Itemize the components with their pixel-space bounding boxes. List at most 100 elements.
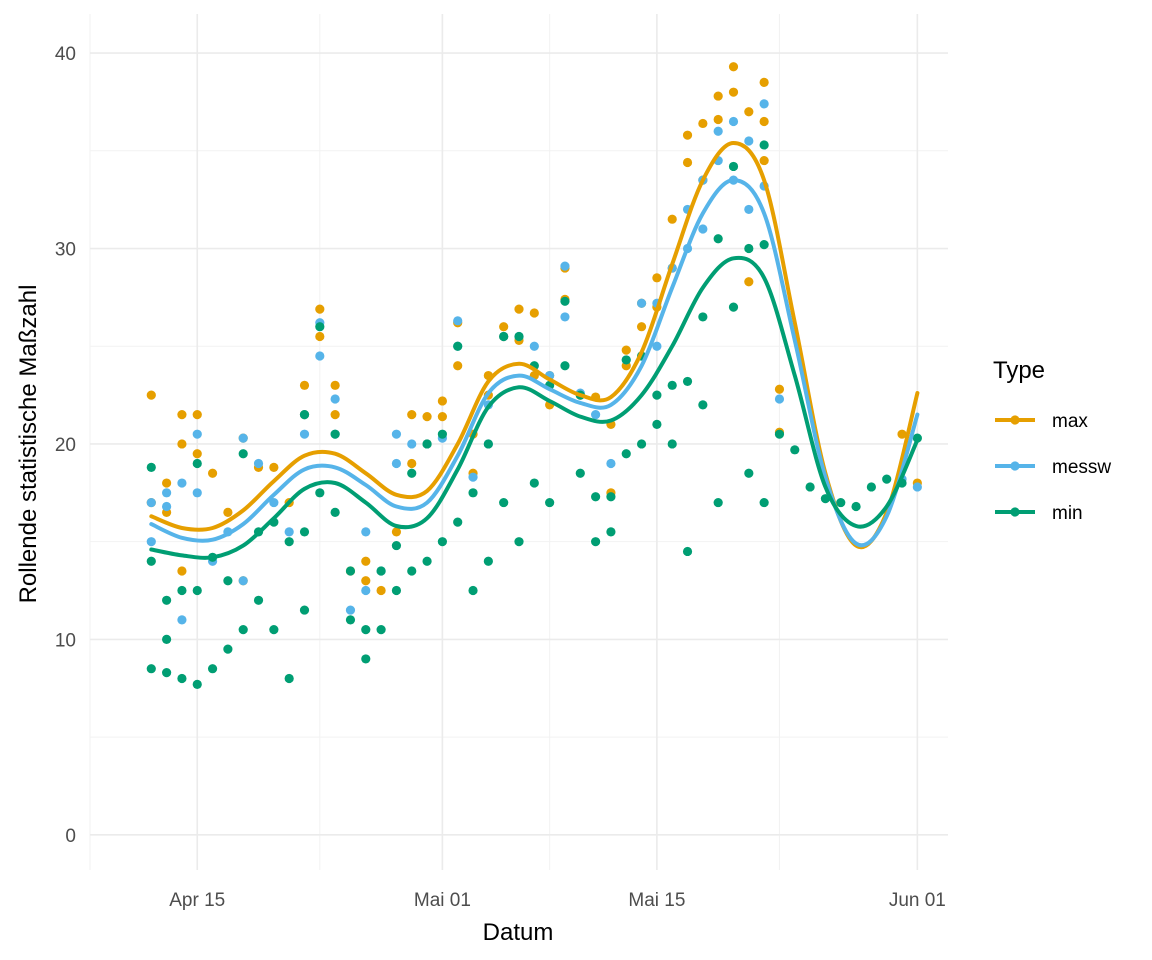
point-min: [238, 449, 248, 459]
point-messw: [529, 341, 539, 351]
point-min: [514, 537, 524, 547]
point-min: [866, 482, 876, 492]
point-messw: [192, 488, 202, 498]
point-max: [299, 380, 310, 390]
point-messw: [407, 439, 417, 449]
point-min: [284, 673, 294, 684]
point-min: [499, 497, 509, 508]
point-min: [836, 497, 846, 508]
legend-key-max: [995, 415, 1035, 425]
x-tick-labels: Apr 15 Mai 01 Mai 15 Jun 01: [169, 890, 946, 911]
point-min: [667, 380, 677, 390]
point-min: [437, 429, 447, 439]
point-min: [682, 376, 693, 387]
point-messw: [330, 394, 340, 404]
point-max: [713, 114, 723, 125]
point-max: [407, 410, 417, 420]
point-min: [146, 462, 156, 473]
legend-title: Type: [993, 357, 1045, 384]
point-max: [376, 585, 386, 596]
point-max: [744, 107, 754, 117]
point-min: [606, 492, 616, 502]
point-messw: [315, 351, 325, 361]
point-messw: [284, 527, 294, 537]
point-max: [667, 214, 677, 224]
legend-label-min: min: [1052, 503, 1083, 524]
point-messw: [146, 537, 156, 547]
y-tick-labels: 0 10 20 30 40: [55, 44, 76, 847]
legend-key-min: [995, 507, 1035, 517]
point-min: [330, 507, 340, 517]
point-messw: [560, 312, 570, 322]
point-max: [361, 576, 371, 586]
legend-key-messw: [995, 461, 1035, 471]
point-max: [315, 331, 325, 342]
point-max: [652, 273, 662, 283]
point-max: [330, 380, 340, 390]
point-min: [207, 664, 218, 674]
point-min: [330, 429, 340, 439]
point-min: [315, 488, 325, 498]
point-messw: [713, 126, 723, 136]
legend: Type max messw min: [993, 357, 1111, 524]
point-messw: [192, 429, 202, 439]
point-min: [621, 449, 631, 459]
point-min: [422, 439, 432, 449]
point-messw: [269, 497, 279, 508]
point-messw: [591, 410, 601, 420]
point-max: [207, 468, 218, 478]
point-min: [636, 439, 647, 449]
point-messw: [698, 224, 708, 234]
point-min: [468, 585, 478, 596]
point-min: [361, 625, 371, 635]
point-max: [177, 410, 187, 420]
point-messw: [468, 472, 478, 482]
point-max: [636, 322, 647, 332]
point-min: [376, 566, 386, 576]
point-messw: [759, 99, 769, 109]
point-min: [146, 664, 156, 674]
point-max: [621, 345, 631, 355]
point-messw: [345, 605, 356, 615]
point-max: [437, 396, 447, 406]
point-min: [545, 497, 555, 508]
point-min: [698, 400, 708, 410]
point-messw: [636, 298, 647, 308]
point-max: [759, 155, 769, 166]
point-min: [851, 501, 861, 512]
point-max: [223, 507, 233, 517]
point-max: [529, 308, 539, 318]
point-min: [269, 625, 279, 635]
legend-point-max: [1010, 415, 1020, 425]
point-min: [575, 468, 585, 478]
point-min: [682, 546, 693, 557]
point-max: [682, 130, 693, 140]
point-messw: [652, 341, 662, 351]
point-max: [682, 157, 693, 168]
point-min: [192, 585, 202, 596]
point-min: [529, 478, 539, 488]
point-min: [744, 243, 754, 254]
x-tick-label: Jun 01: [889, 890, 946, 911]
point-min: [223, 644, 233, 654]
point-min: [345, 615, 356, 625]
point-min: [192, 458, 202, 469]
smooth-line-messw: [149, 178, 920, 548]
point-min: [437, 537, 447, 547]
point-min: [759, 140, 769, 150]
point-messw: [238, 576, 248, 586]
point-max: [744, 277, 754, 287]
point-max: [713, 91, 723, 101]
point-max: [177, 439, 187, 449]
point-messw: [774, 394, 785, 404]
point-min: [284, 537, 294, 547]
x-axis-title: Datum: [483, 919, 554, 946]
point-messw: [391, 429, 402, 439]
point-min: [483, 556, 493, 566]
point-max: [162, 478, 172, 488]
point-messw: [391, 458, 402, 469]
point-max: [330, 410, 340, 420]
legend-point-messw: [1010, 461, 1020, 471]
point-max: [361, 556, 371, 566]
smooth-line-min: [149, 255, 920, 560]
